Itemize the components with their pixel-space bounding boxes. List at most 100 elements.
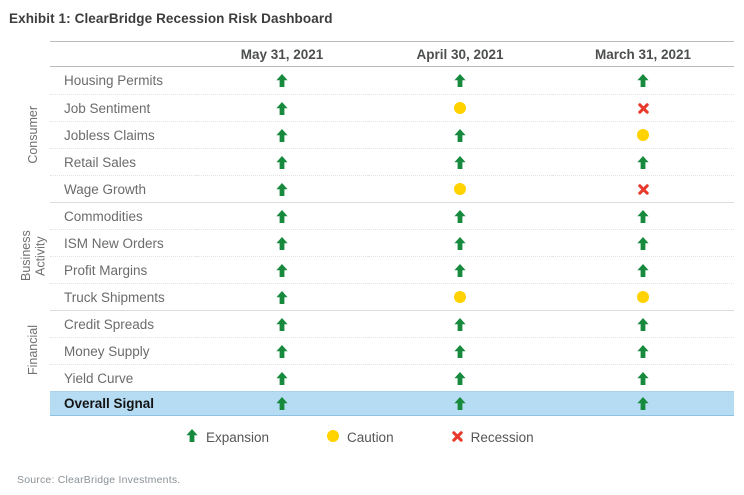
header-label-spacer [50,41,196,67]
signal-cell [196,121,368,148]
row-label: Money Supply [50,337,196,364]
signal-cell [368,175,552,202]
source-note: Source: ClearBridge Investments. [17,474,181,486]
signal-cell [368,148,552,175]
row-label: Housing Permits [64,73,164,88]
signal-cell [368,283,552,310]
caution-icon [327,429,340,442]
signal-cell [196,310,368,337]
row-label: Credit Spreads [50,310,196,337]
row-label: Retail Sales [50,148,196,175]
signal-cell [196,256,368,283]
recession-icon [637,102,649,114]
expansion-icon [276,101,288,115]
expansion-icon [454,371,466,385]
signal-cell [552,121,734,148]
signal-cell [368,67,552,94]
row-label: Wage Growth [50,175,196,202]
row-label: ISM New Orders [50,229,196,256]
expansion-icon [637,317,649,331]
expansion-icon [454,263,466,277]
expansion-icon [454,155,466,169]
signal-cell [368,310,552,337]
column-header-march: March 31, 2021 [552,41,734,67]
expansion-icon [637,209,649,223]
row-label: Yield Curve [50,364,196,391]
row-label: Jobless Claims [50,121,196,148]
signal-cell [196,67,368,94]
signal-cell [368,364,552,391]
expansion-icon [637,155,649,169]
expansion-icon [637,371,649,385]
legend-item-expansion: Expansion [186,429,269,445]
row-label: Commodities [50,202,196,229]
expansion-icon [276,263,288,277]
exhibit-title: Exhibit 1: ClearBridge Recession Risk Da… [9,11,333,26]
expansion-icon [637,263,649,277]
expansion-icon [454,236,466,250]
recession-icon [637,183,649,195]
signal-cell [196,148,368,175]
signal-cell [196,229,368,256]
expansion-icon [276,397,288,410]
signal-cell [552,94,734,121]
signal-cell [368,121,552,148]
expansion-icon [276,155,288,169]
expansion-icon [637,74,649,87]
row-label: Profit Margins [50,256,196,283]
expansion-icon [276,371,288,385]
signal-cell [552,364,734,391]
signal-cell [368,202,552,229]
caution-icon [637,129,649,141]
signal-cell [368,229,552,256]
signal-cell [196,283,368,310]
signal-cell [552,175,734,202]
expansion-icon [637,344,649,358]
signal-cell [196,94,368,121]
recession-risk-dashboard-table: May 31, 2021 April 30, 2021 March 31, 20… [16,41,736,416]
category-label-consumer: Consumer [25,105,40,164]
caution-icon [454,291,466,303]
caution-icon [454,183,466,195]
expansion-icon [186,429,198,442]
expansion-icon [276,182,288,196]
expansion-icon [454,128,466,142]
signal-cell [368,256,552,283]
signal-cell [552,202,734,229]
expansion-icon [276,74,288,87]
expansion-icon [276,317,288,331]
expansion-icon [454,344,466,358]
signal-cell [552,229,734,256]
signal-cell [552,67,734,94]
signal-cell [552,337,734,364]
category-label-business-activity: Business Activity [18,230,47,282]
recession-icon [451,430,463,442]
expansion-icon [637,397,649,410]
caution-icon [637,291,649,303]
expansion-icon [276,290,288,304]
column-header-may: May 31, 2021 [196,41,368,67]
signal-cell [368,94,552,121]
signal-cell [196,337,368,364]
expansion-icon [454,209,466,223]
expansion-icon [276,128,288,142]
legend-label: Recession [470,429,534,445]
signal-cell [552,310,734,337]
column-header-april: April 30, 2021 [368,41,552,67]
overall-signal-label: Overall Signal [50,391,196,416]
expansion-icon [454,317,466,331]
caution-icon [454,102,466,114]
legend-item-caution: Caution [327,429,394,445]
signal-cell [196,364,368,391]
signal-cell [368,391,552,416]
row-label: Job Sentiment [50,94,196,121]
expansion-icon [276,209,288,223]
header-spacer [16,41,50,67]
expansion-icon [276,344,288,358]
category-label-financial: Financial [25,325,40,376]
signal-cell [552,256,734,283]
signal-cell [552,391,734,416]
row-label: Truck Shipments [50,283,196,310]
signal-cell [552,148,734,175]
